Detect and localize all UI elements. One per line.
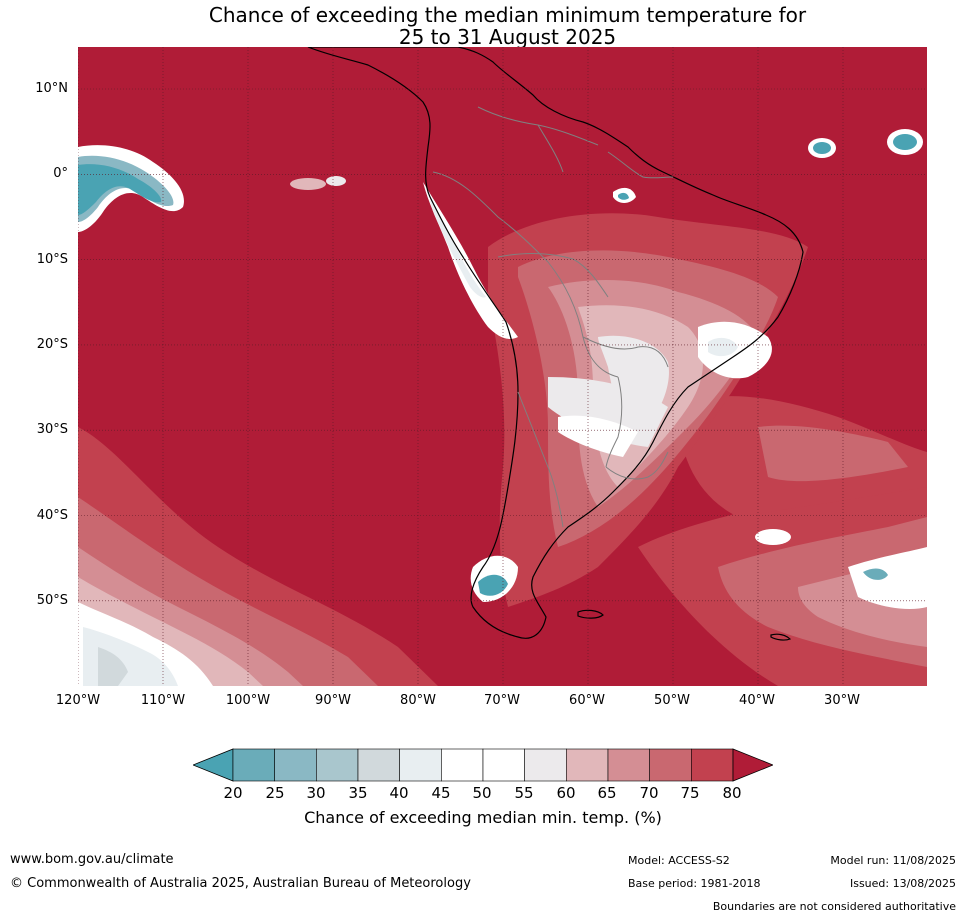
lon-label-120w: 120°W <box>55 693 101 708</box>
map-canvas <box>78 47 927 686</box>
lon-label-80w: 80°W <box>400 693 436 708</box>
footer-issued: Issued: 13/08/2025 <box>849 877 956 890</box>
lat-label-10s: 10°S <box>36 252 68 267</box>
footer-model-run: Model run: 11/08/2025 <box>830 854 956 867</box>
south-america-anomaly <box>423 182 808 607</box>
gridlines <box>78 47 927 686</box>
footer-boundaries-note: Boundaries are not considered authoritat… <box>712 900 956 913</box>
colorbar-segment <box>607 748 650 782</box>
lon-label-60w: 60°W <box>569 693 605 708</box>
lat-label-50s: 50°S <box>36 593 68 608</box>
colorbar-tick-65: 65 <box>597 784 617 802</box>
pacific-equatorial-anomaly <box>78 145 184 232</box>
lat-label-40s: 40°S <box>36 508 68 523</box>
country-borders <box>432 106 674 528</box>
atlantic-equatorial-blobs <box>290 129 923 545</box>
atlantic-south-anomaly <box>638 457 927 686</box>
colorbar-ticks: 20 25 30 35 40 45 50 55 60 65 70 75 80 <box>0 784 965 804</box>
lon-label-40w: 40°W <box>739 693 775 708</box>
falkland-islands <box>577 609 604 619</box>
pacific-southwest-anomaly <box>78 427 438 686</box>
footer-model: Model: ACCESS-S2 <box>628 854 730 867</box>
colorbar-tick-80: 80 <box>722 784 742 802</box>
lon-label-30w: 30°W <box>824 693 860 708</box>
colorbar-tick-30: 30 <box>306 784 326 802</box>
colorbar-segment <box>274 748 317 782</box>
map-title: Chance of exceeding the median minimum t… <box>0 4 965 48</box>
footer-website: www.bom.gov.au/climate <box>10 852 174 867</box>
lon-label-110w: 110°W <box>140 693 186 708</box>
colorbar <box>193 748 773 782</box>
colorbar-tick-55: 55 <box>514 784 534 802</box>
colorbar-segment <box>316 748 359 782</box>
lon-label-90w: 90°W <box>315 693 351 708</box>
colorbar-title: Chance of exceeding median min. temp. (%… <box>304 808 662 827</box>
coastline <box>307 47 804 639</box>
forecast-map <box>78 47 927 686</box>
lat-label-10n: 10°N <box>35 81 68 96</box>
south-georgia-island <box>770 633 792 641</box>
colorbar-segment <box>482 748 525 782</box>
lat-label-30s: 30°S <box>36 422 68 437</box>
colorbar-segment <box>357 748 400 782</box>
colorbar-arrow-low <box>193 748 234 782</box>
colorbar-segments <box>193 748 773 782</box>
colorbar-segment <box>524 748 567 782</box>
atlantic-central-anomaly <box>678 396 927 517</box>
colorbar-tick-45: 45 <box>431 784 451 802</box>
colorbar-segment <box>566 748 609 782</box>
footer-base-period: Base period: 1981-2018 <box>628 877 761 890</box>
colorbar-segment <box>441 748 484 782</box>
colorbar-segment <box>649 748 692 782</box>
lon-label-70w: 70°W <box>484 693 520 708</box>
colorbar-tick-20: 20 <box>223 784 243 802</box>
colorbar-segment <box>232 748 275 782</box>
title-line-1: Chance of exceeding the median minimum t… <box>208 3 807 27</box>
lat-label-20s: 20°S <box>36 337 68 352</box>
footer-copyright: © Commonwealth of Australia 2025, Austra… <box>10 876 471 891</box>
colorbar-tick-40: 40 <box>389 784 409 802</box>
colorbar-segment <box>691 748 734 782</box>
colorbar-tick-70: 70 <box>639 784 659 802</box>
colorbar-tick-35: 35 <box>348 784 368 802</box>
colorbar-tick-50: 50 <box>472 784 492 802</box>
colorbar-tick-60: 60 <box>556 784 576 802</box>
lat-label-0: 0° <box>53 166 68 181</box>
colorbar-arrow-high <box>732 748 773 782</box>
lon-label-100w: 100°W <box>225 693 271 708</box>
title-line-2: 25 to 31 August 2025 <box>398 25 617 49</box>
lon-label-50w: 50°W <box>654 693 690 708</box>
colorbar-tick-25: 25 <box>265 784 285 802</box>
colorbar-tick-75: 75 <box>680 784 700 802</box>
colorbar-segment <box>399 748 442 782</box>
